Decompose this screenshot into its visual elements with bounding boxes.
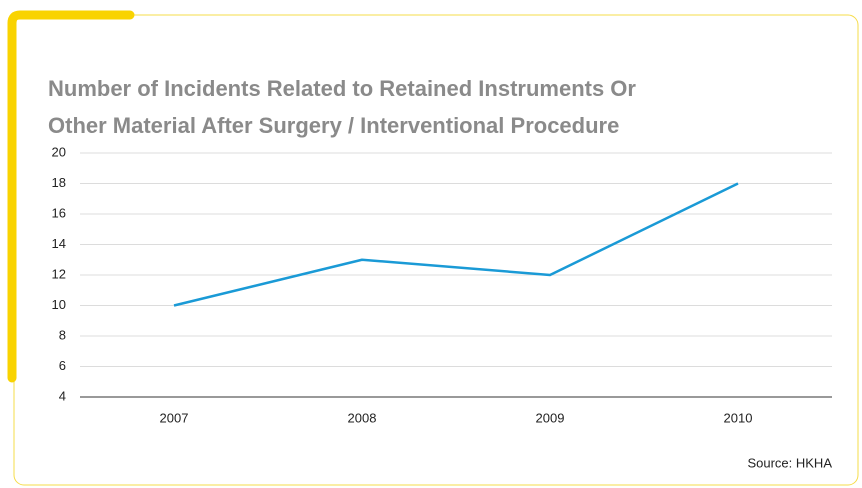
x-tick-label: 2008	[348, 410, 377, 425]
y-tick-label: 6	[59, 358, 66, 373]
y-tick-label: 8	[59, 327, 66, 342]
y-tick-label: 18	[52, 175, 66, 190]
y-tick-label: 12	[52, 266, 66, 281]
chart-title: Other Material After Surgery / Intervent…	[48, 113, 619, 138]
x-tick-label: 2010	[724, 410, 753, 425]
y-tick-label: 10	[52, 297, 66, 312]
x-tick-label: 2007	[160, 410, 189, 425]
y-tick-label: 16	[52, 205, 66, 220]
accent-frame	[7, 10, 135, 383]
y-tick-label: 14	[52, 236, 66, 251]
y-tick-label: 4	[59, 388, 66, 403]
chart-title: Number of Incidents Related to Retained …	[48, 76, 636, 101]
y-tick-label: 20	[52, 144, 66, 159]
source-note: Source: HKHA	[747, 455, 832, 470]
x-tick-label: 2009	[536, 410, 565, 425]
data-line	[173, 182, 739, 307]
